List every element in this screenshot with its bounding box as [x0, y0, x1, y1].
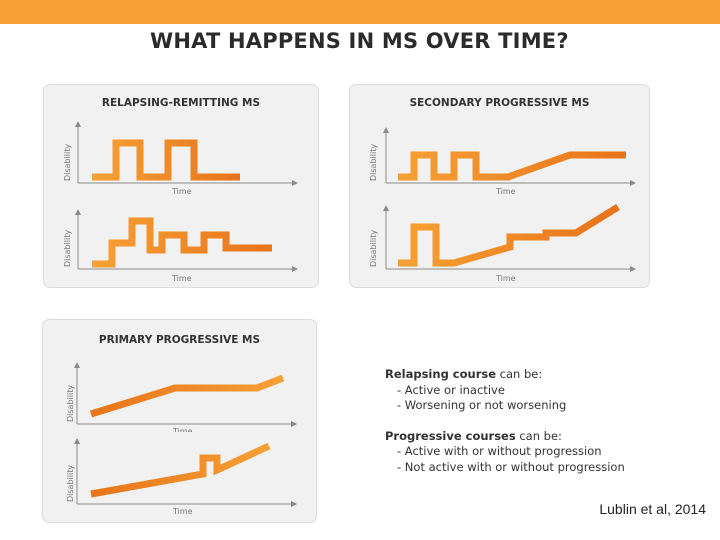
- x-axis-label: Time: [495, 187, 516, 195]
- y-axis-label: Disability: [63, 230, 72, 267]
- disability-line: [92, 139, 240, 181]
- panel-title-ppms: PRIMARY PROGRESSIVE MS: [98, 334, 261, 346]
- panel-secondary-progressive: SECONDARY PROGRESSIVE MS Disability Time…: [349, 84, 650, 288]
- x-axis-arrow: [292, 180, 298, 186]
- x-axis-arrow: [291, 421, 297, 427]
- x-axis-label: Time: [171, 187, 192, 195]
- progressive-heading: Progressive courses can be:: [385, 429, 625, 445]
- x-axis-label: Time: [172, 507, 193, 516]
- panel-title-rrms: RELAPSING-REMITTING MS: [101, 97, 261, 109]
- x-axis-arrow: [630, 266, 636, 272]
- citation: Lublin et al, 2014: [599, 501, 706, 517]
- x-axis-arrow: [291, 501, 297, 507]
- disability-line: [92, 217, 272, 268]
- progressive-item: - Active with or without progression: [397, 444, 602, 458]
- progressive-heading-bold: Progressive courses: [385, 428, 516, 443]
- y-axis-arrow: [383, 127, 389, 133]
- y-axis-label: Disability: [63, 144, 72, 181]
- relapsing-item: - Active or inactive: [397, 382, 505, 397]
- y-axis-label: Disability: [369, 144, 378, 181]
- disability-line: [90, 442, 271, 498]
- spms-chart-1: Disability Time: [369, 127, 636, 195]
- ppms-chart-2: Disability Time: [66, 438, 297, 516]
- x-axis-arrow: [292, 266, 298, 272]
- progressive-heading-rest: can be:: [515, 428, 562, 443]
- x-axis-arrow: [630, 180, 636, 186]
- y-axis-label: Disability: [66, 385, 75, 422]
- panel-primary-progressive: PRIMARY PROGRESSIVE MS Disability Time D…: [42, 319, 317, 523]
- y-axis-arrow: [383, 205, 389, 211]
- y-axis-arrow: [74, 362, 80, 368]
- rrms-chart-2: Disability Time: [63, 209, 298, 283]
- disability-line: [398, 204, 620, 267]
- panel-title-spms: SECONDARY PROGRESSIVE MS: [409, 97, 590, 109]
- relapsing-item: - Worsening or not worsening: [397, 398, 567, 412]
- spms-chart-2: Disability Time: [369, 204, 636, 283]
- relapsing-heading-bold: Relapsing course: [385, 367, 497, 381]
- y-axis-arrow: [75, 121, 81, 127]
- disability-line: [89, 374, 285, 418]
- x-axis-label: Time: [172, 427, 193, 432]
- y-axis-label: Disability: [66, 465, 75, 502]
- y-axis-arrow: [75, 209, 81, 215]
- ppms-chart-1: Disability Time: [66, 362, 297, 432]
- course-notes: Relapsing course can be: - Active or ina…: [385, 367, 625, 475]
- relapsing-heading: Relapsing course can be:: [385, 367, 625, 383]
- top-accent-bar: [0, 0, 720, 24]
- progressive-item: - Not active with or without progression: [397, 459, 625, 474]
- y-axis-arrow: [74, 438, 80, 444]
- panel-relapsing-remitting: RELAPSING-REMITTING MS Disability Time D…: [43, 84, 319, 288]
- rrms-chart-1: Disability Time: [63, 121, 298, 195]
- x-axis-label: Time: [495, 274, 516, 283]
- relapsing-heading-rest: can be:: [496, 367, 543, 381]
- y-axis-label: Disability: [369, 230, 378, 267]
- page-title: WHAT HAPPENS IN MS OVER TIME?: [150, 29, 569, 53]
- x-axis-label: Time: [171, 274, 192, 283]
- disability-line: [398, 151, 626, 181]
